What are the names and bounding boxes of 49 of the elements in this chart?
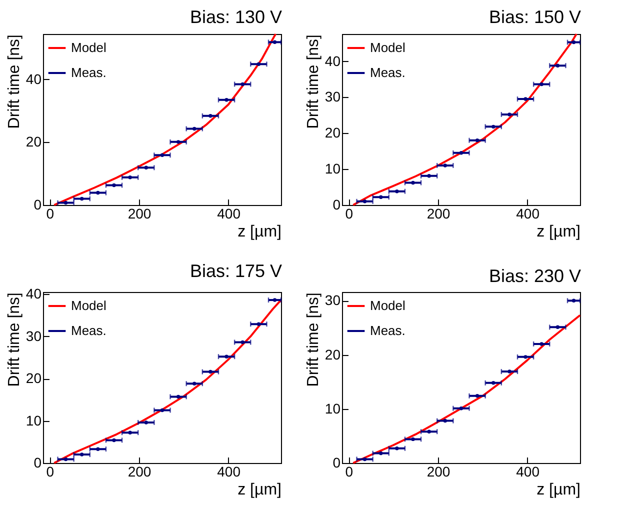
y-tick-label: 10 bbox=[324, 400, 341, 416]
y-tick-label: 40 bbox=[324, 52, 341, 69]
y-tick-label: 20 bbox=[324, 124, 341, 141]
x-axis-title: z [µm] bbox=[536, 224, 580, 240]
line-series bbox=[53, 33, 277, 206]
x-tick-label: 400 bbox=[516, 206, 540, 222]
x-tick-label: 200 bbox=[128, 464, 152, 480]
x-axis-title: z [µm] bbox=[238, 482, 282, 498]
legend-label: Model bbox=[370, 40, 406, 55]
y-axis-title: Drift time [ns] bbox=[6, 292, 23, 387]
legend-label: Model bbox=[71, 298, 107, 313]
y-tick-label: 40 bbox=[26, 286, 42, 302]
y-tick-label: 20 bbox=[26, 134, 42, 150]
x-tick-label: 200 bbox=[426, 464, 450, 480]
x-tick-label: 0 bbox=[46, 206, 54, 222]
chart-title: Bias: 230 V bbox=[488, 266, 581, 286]
x-tick-label: 400 bbox=[217, 206, 241, 222]
y-tick-label: 30 bbox=[324, 88, 341, 105]
x-tick-label: 200 bbox=[426, 206, 450, 222]
x-tick-label: 400 bbox=[217, 464, 241, 480]
legend-label: Meas. bbox=[370, 65, 406, 80]
y-axis-title: Drift time [ns] bbox=[304, 292, 322, 387]
legend-label: Model bbox=[370, 298, 406, 313]
line-series bbox=[53, 299, 282, 464]
legend-label: Model bbox=[71, 40, 107, 55]
x-tick-label: 0 bbox=[345, 464, 354, 480]
x-tick-label: 0 bbox=[46, 464, 54, 480]
y-tick-label: 20 bbox=[324, 346, 341, 362]
y-axis-title: Drift time [ns] bbox=[6, 34, 23, 129]
x-axis-title: z [µm] bbox=[536, 482, 580, 498]
x-tick-label: 0 bbox=[345, 206, 354, 222]
y-tick-label: 30 bbox=[26, 328, 42, 344]
y-axis-title: Drift time [ns] bbox=[304, 34, 322, 129]
y-tick-label: 20 bbox=[26, 370, 42, 386]
x-axis-title: z [µm] bbox=[238, 224, 282, 240]
line-series bbox=[352, 33, 578, 206]
y-tick-label: 40 bbox=[26, 70, 42, 87]
legend-label: Meas. bbox=[71, 65, 106, 80]
x-tick-label: 400 bbox=[516, 464, 540, 480]
x-tick-label: 200 bbox=[128, 206, 152, 222]
legend-label: Meas. bbox=[71, 323, 106, 338]
chart-title: Bias: 150 V bbox=[488, 7, 581, 27]
y-tick-label: 10 bbox=[26, 412, 42, 428]
legend-label: Meas. bbox=[370, 323, 406, 338]
line-series bbox=[352, 314, 581, 464]
y-tick-label: 30 bbox=[324, 292, 341, 308]
y-tick-label: 10 bbox=[324, 160, 341, 177]
chart-title: Bias: 175 V bbox=[190, 261, 282, 282]
chart-title: Bias: 130 V bbox=[190, 7, 282, 27]
